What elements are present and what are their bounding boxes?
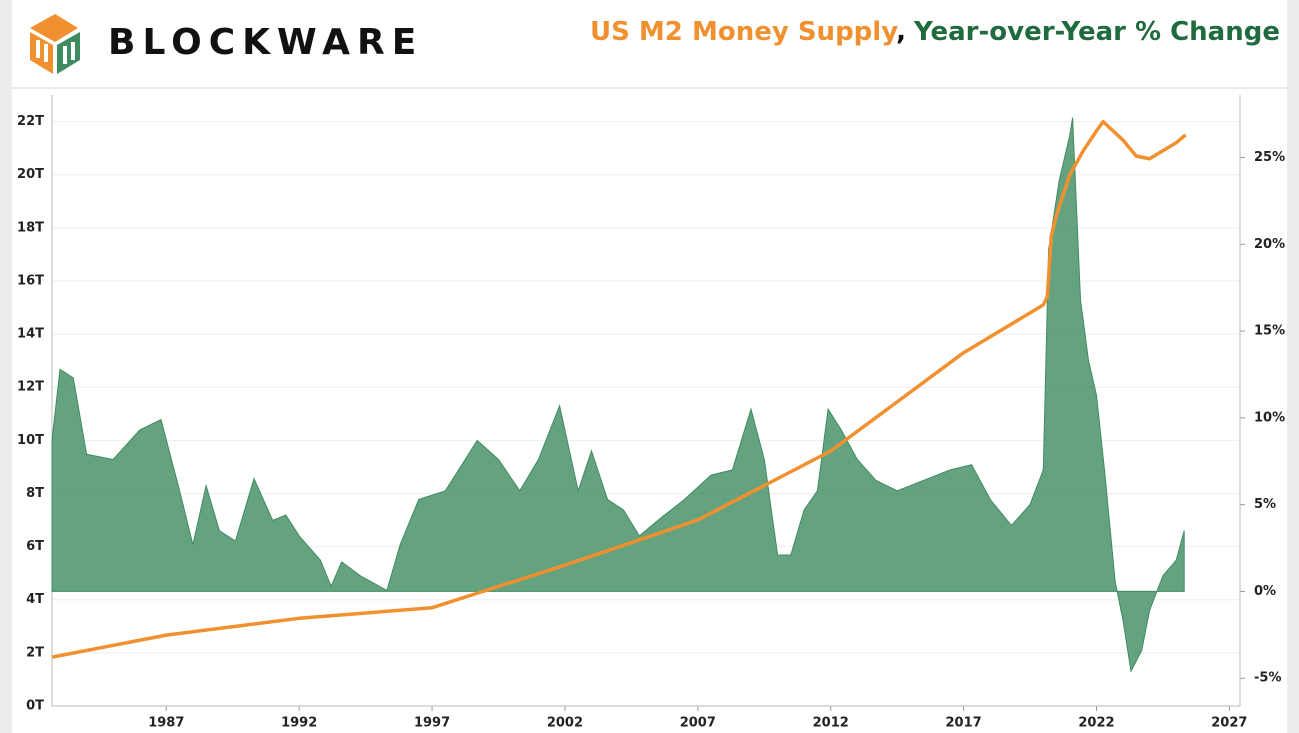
chart-title: US M2 Money Supply, Year-over-Year % Chan… <box>590 17 1280 47</box>
y-tick-label: 14T <box>17 327 44 342</box>
y2-tick-label: 0% <box>1254 584 1276 599</box>
x-tick-label: 2022 <box>1078 716 1114 731</box>
line <box>51 119 1187 659</box>
y-tick-label: 16T <box>17 273 44 288</box>
title-separator: , <box>896 17 906 47</box>
y2-tick-label: 25% <box>1254 150 1285 165</box>
x-tick-label: 2002 <box>547 716 583 731</box>
y-tick-label: 4T <box>26 592 44 607</box>
x-tick-label: 1992 <box>281 716 317 731</box>
y-tick-label: 12T <box>17 380 44 395</box>
panel <box>12 0 1287 733</box>
y2-tick-label: 10% <box>1254 410 1285 425</box>
y2-tick-label: 15% <box>1254 324 1285 339</box>
area <box>51 117 1185 673</box>
brand: BLOCKWARE <box>108 22 423 63</box>
y-tick-label: 20T <box>17 167 44 182</box>
y-tick-label: 18T <box>17 220 44 235</box>
y-tick-label: 8T <box>26 486 44 501</box>
x-tick-label: 2007 <box>680 716 716 731</box>
y2-tick-label: 5% <box>1254 497 1276 512</box>
x-tick-label: 2017 <box>946 716 982 731</box>
title-part: US M2 Money Supply <box>590 17 898 47</box>
title-part: Year-over-Year % Change <box>913 17 1280 47</box>
x-tick-label: 1997 <box>414 716 450 731</box>
logo-icon <box>30 14 80 74</box>
y-tick-label: 22T <box>17 114 44 129</box>
y-tick-label: 6T <box>26 539 44 554</box>
y2-tick-label: 20% <box>1254 237 1285 252</box>
y-tick-label: 10T <box>17 433 44 448</box>
x-tick-label: 1987 <box>148 716 184 731</box>
y-tick-label: 0T <box>26 699 44 714</box>
x-tick-label: 2027 <box>1211 716 1247 731</box>
y2-tick-label: -5% <box>1254 671 1281 686</box>
y-tick-label: 2T <box>26 645 44 660</box>
x-tick-label: 2012 <box>813 716 849 731</box>
